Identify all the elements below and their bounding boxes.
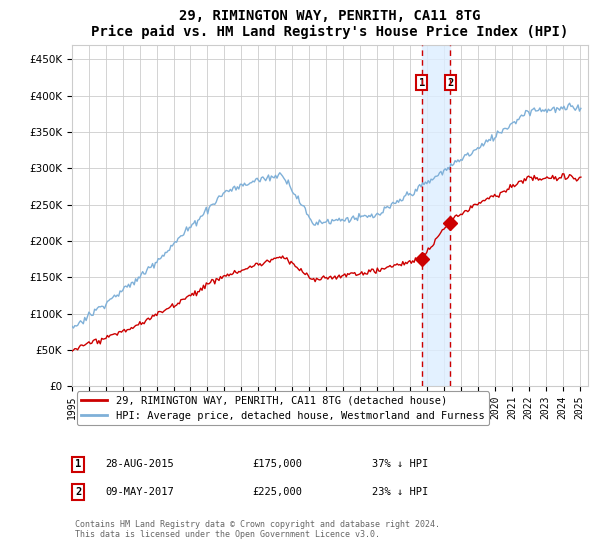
Legend: 29, RIMINGTON WAY, PENRITH, CA11 8TG (detached house), HPI: Average price, detac: 29, RIMINGTON WAY, PENRITH, CA11 8TG (de…	[77, 391, 488, 425]
Text: 23% ↓ HPI: 23% ↓ HPI	[372, 487, 428, 497]
Text: 09-MAY-2017: 09-MAY-2017	[105, 487, 174, 497]
Text: £225,000: £225,000	[252, 487, 302, 497]
Text: 1: 1	[419, 78, 425, 87]
Text: 28-AUG-2015: 28-AUG-2015	[105, 459, 174, 469]
Text: Contains HM Land Registry data © Crown copyright and database right 2024.
This d: Contains HM Land Registry data © Crown c…	[75, 520, 440, 539]
Bar	[422, 45, 450, 386]
Text: 1: 1	[75, 459, 81, 469]
Text: £175,000: £175,000	[252, 459, 302, 469]
Text: 2: 2	[75, 487, 81, 497]
Title: 29, RIMINGTON WAY, PENRITH, CA11 8TG
Price paid vs. HM Land Registry's House Pri: 29, RIMINGTON WAY, PENRITH, CA11 8TG Pri…	[91, 9, 569, 39]
Text: 2: 2	[447, 78, 454, 87]
Text: 37% ↓ HPI: 37% ↓ HPI	[372, 459, 428, 469]
